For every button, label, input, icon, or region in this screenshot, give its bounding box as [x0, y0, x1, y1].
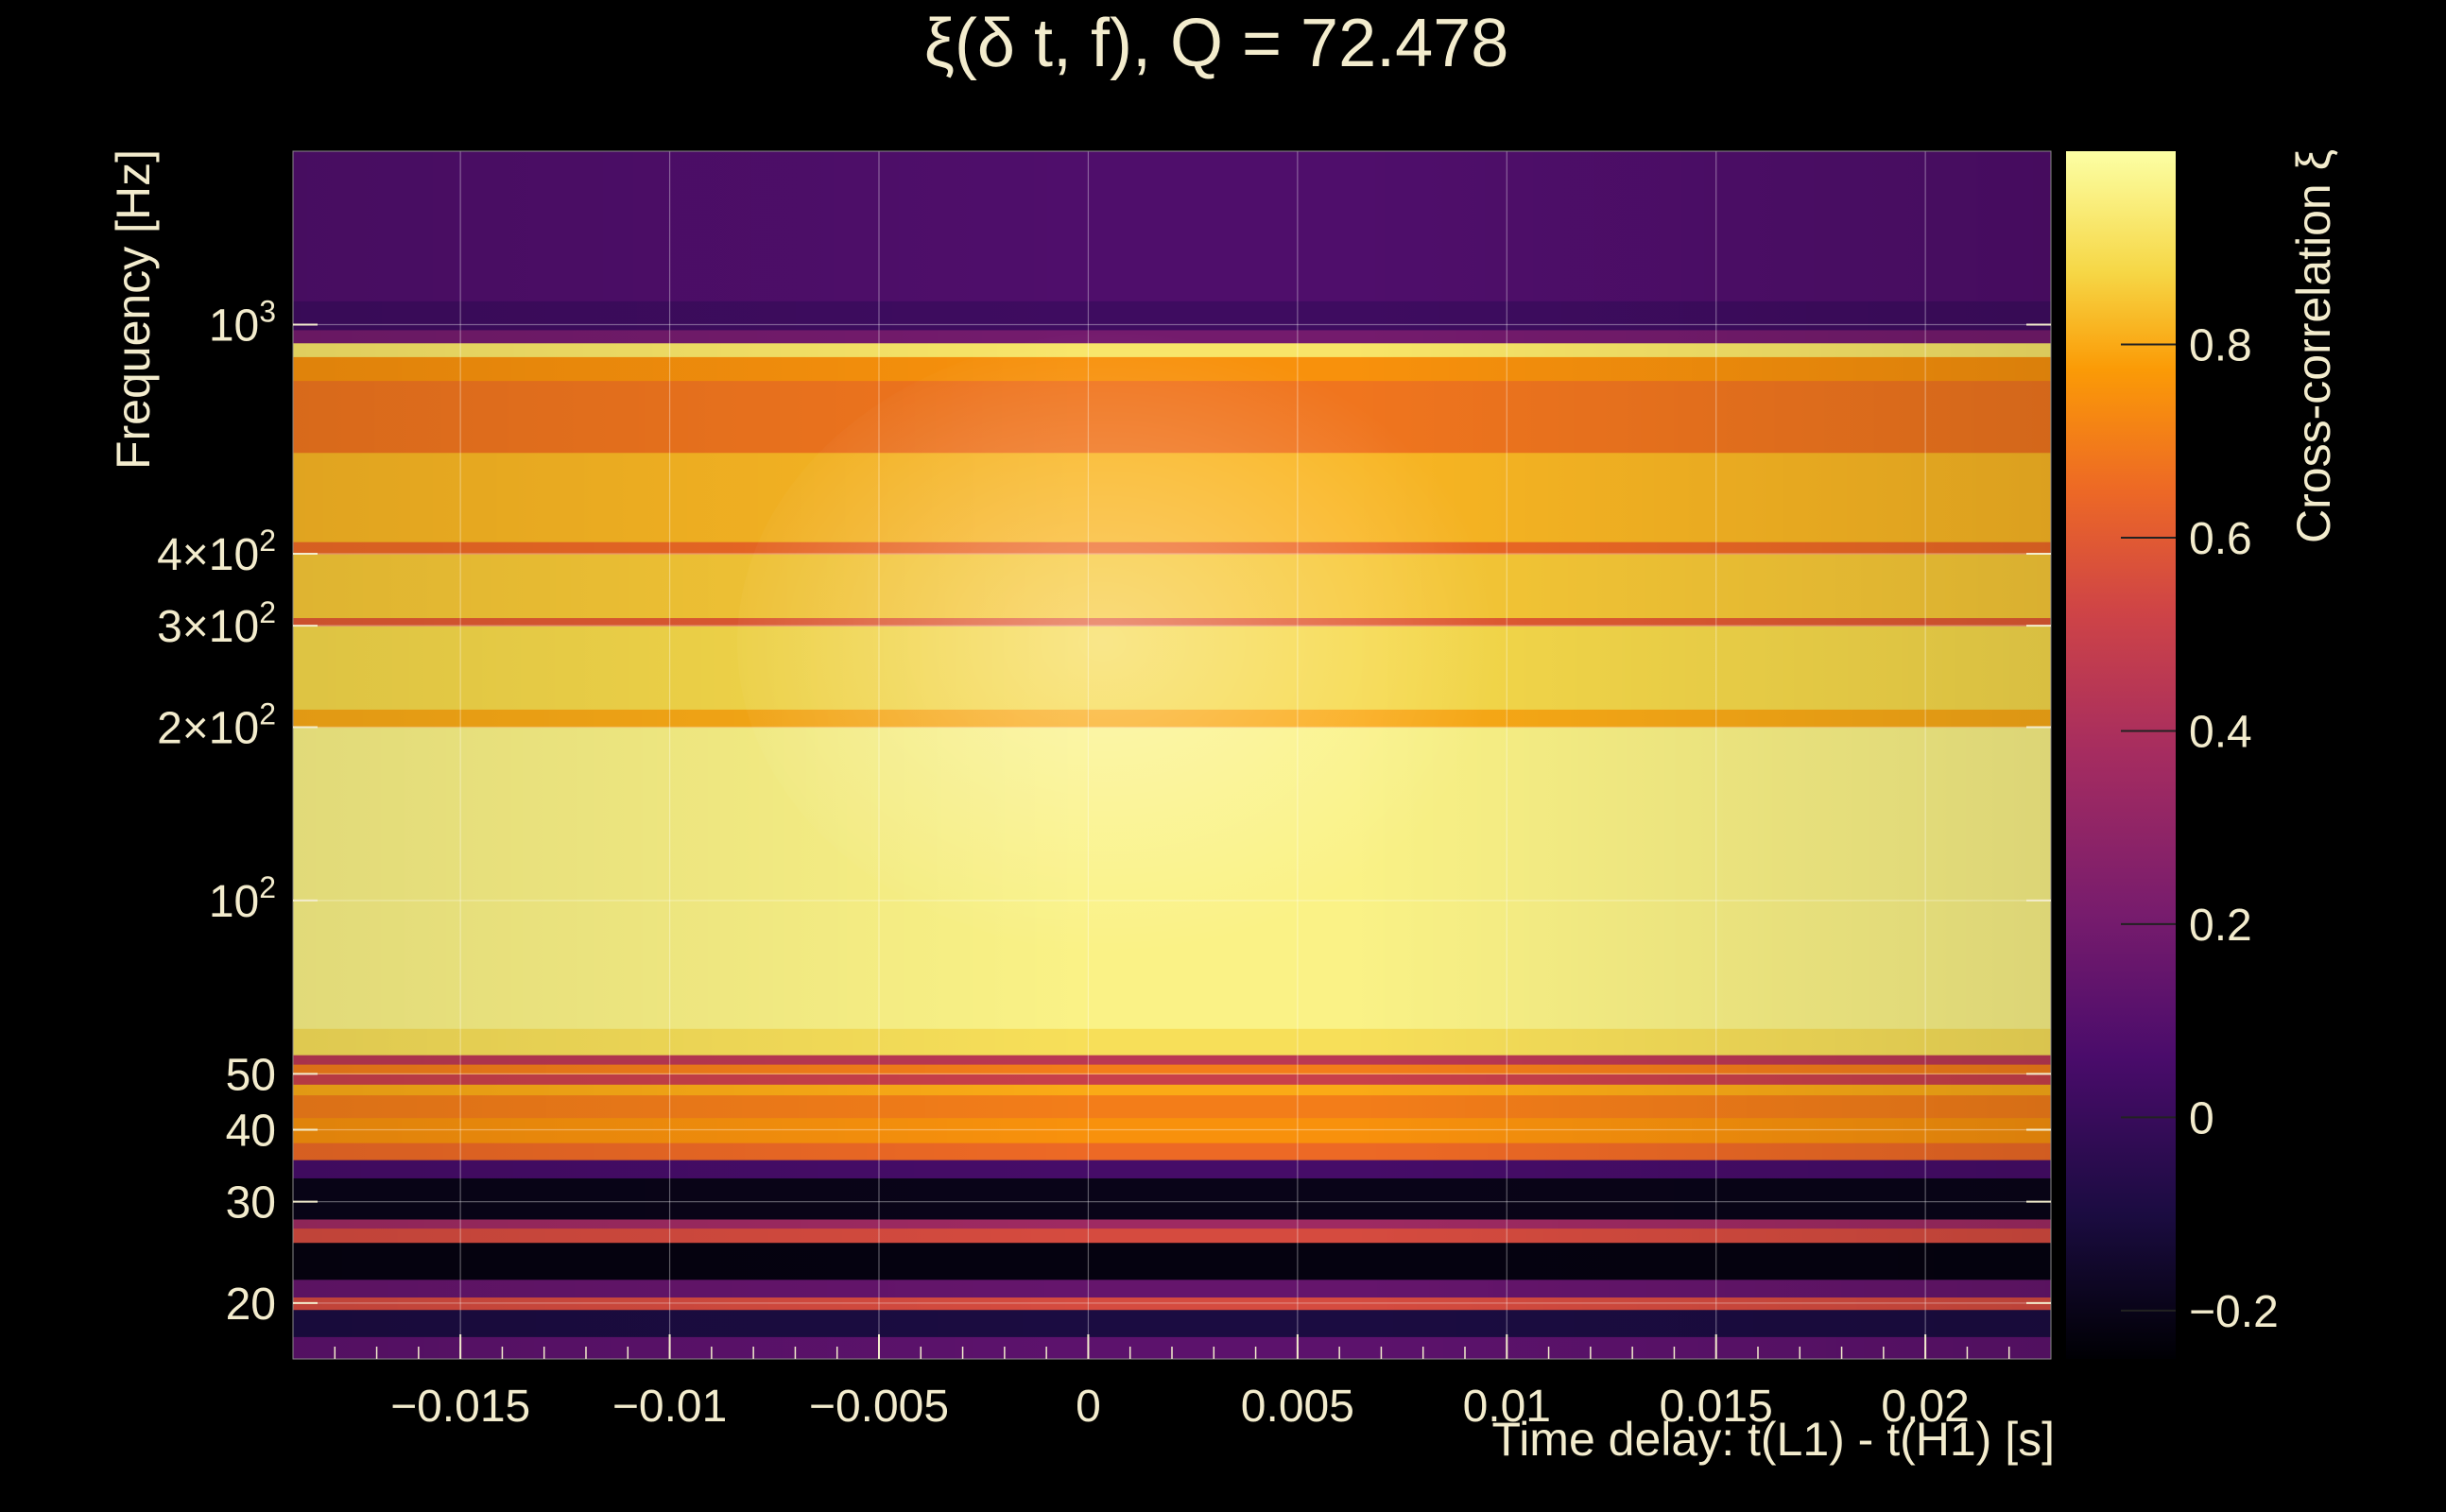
colorbar-tick-label: 0.8 — [2189, 320, 2252, 370]
x-axis: −0.015 −0.01 −0.005 0 0.005 0.01 0.015 0.02 — [334, 1334, 2010, 1432]
y-tick-label: 102 — [209, 870, 276, 927]
x-tick-label: 0.005 — [1241, 1382, 1354, 1432]
colorbar-tick-label: 0.2 — [2189, 901, 2252, 951]
y-tick-label: 4×102 — [157, 524, 276, 580]
x-tick-label: 0.02 — [1881, 1382, 1969, 1432]
y-tick-label: 3×102 — [157, 595, 276, 652]
colorbar-tick-label: 0.4 — [2189, 707, 2252, 757]
x-tick-label: −0.005 — [809, 1382, 949, 1432]
y-tick-label: 30 — [226, 1178, 276, 1228]
y-tick-label: 40 — [226, 1106, 276, 1156]
x-tick-label: 0 — [1076, 1382, 1101, 1432]
x-tick-label: 0.01 — [1463, 1382, 1551, 1432]
x-tick-label: −0.015 — [390, 1382, 530, 1432]
colorbar-label: Cross-correlation ξ — [2287, 149, 2340, 543]
peak-glow — [737, 331, 1531, 954]
colorbar: −0.2 0 0.2 0.4 0.6 0.8 Cross-correlation ξ — [2066, 149, 2340, 1359]
x-tick-label: −0.01 — [612, 1382, 727, 1432]
y-tick-label: 2×102 — [157, 696, 276, 753]
colorbar-gradient — [2066, 151, 2176, 1359]
colorbar-tick-label: 0.6 — [2189, 514, 2252, 564]
y-axis-label: Frequency [Hz] — [107, 149, 160, 470]
y-tick-label: 20 — [226, 1280, 276, 1330]
colorbar-tick-label: −0.2 — [2189, 1287, 2279, 1337]
chart-title: ξ(δ t, f), Q = 72.478 — [924, 6, 1509, 81]
x-axis-label: Time delay: t(L1) - t(H1) [s] — [1492, 1413, 2055, 1466]
x-tick-label: 0.015 — [1660, 1382, 1773, 1432]
y-tick-label: 50 — [226, 1050, 276, 1100]
colorbar-tick-label: 0 — [2189, 1093, 2214, 1143]
y-tick-label: 103 — [209, 294, 276, 351]
plot-area — [292, 150, 2052, 1360]
y-axis: 20 30 40 50 102 2×102 3×102 4×102 103 — [157, 294, 2051, 1330]
